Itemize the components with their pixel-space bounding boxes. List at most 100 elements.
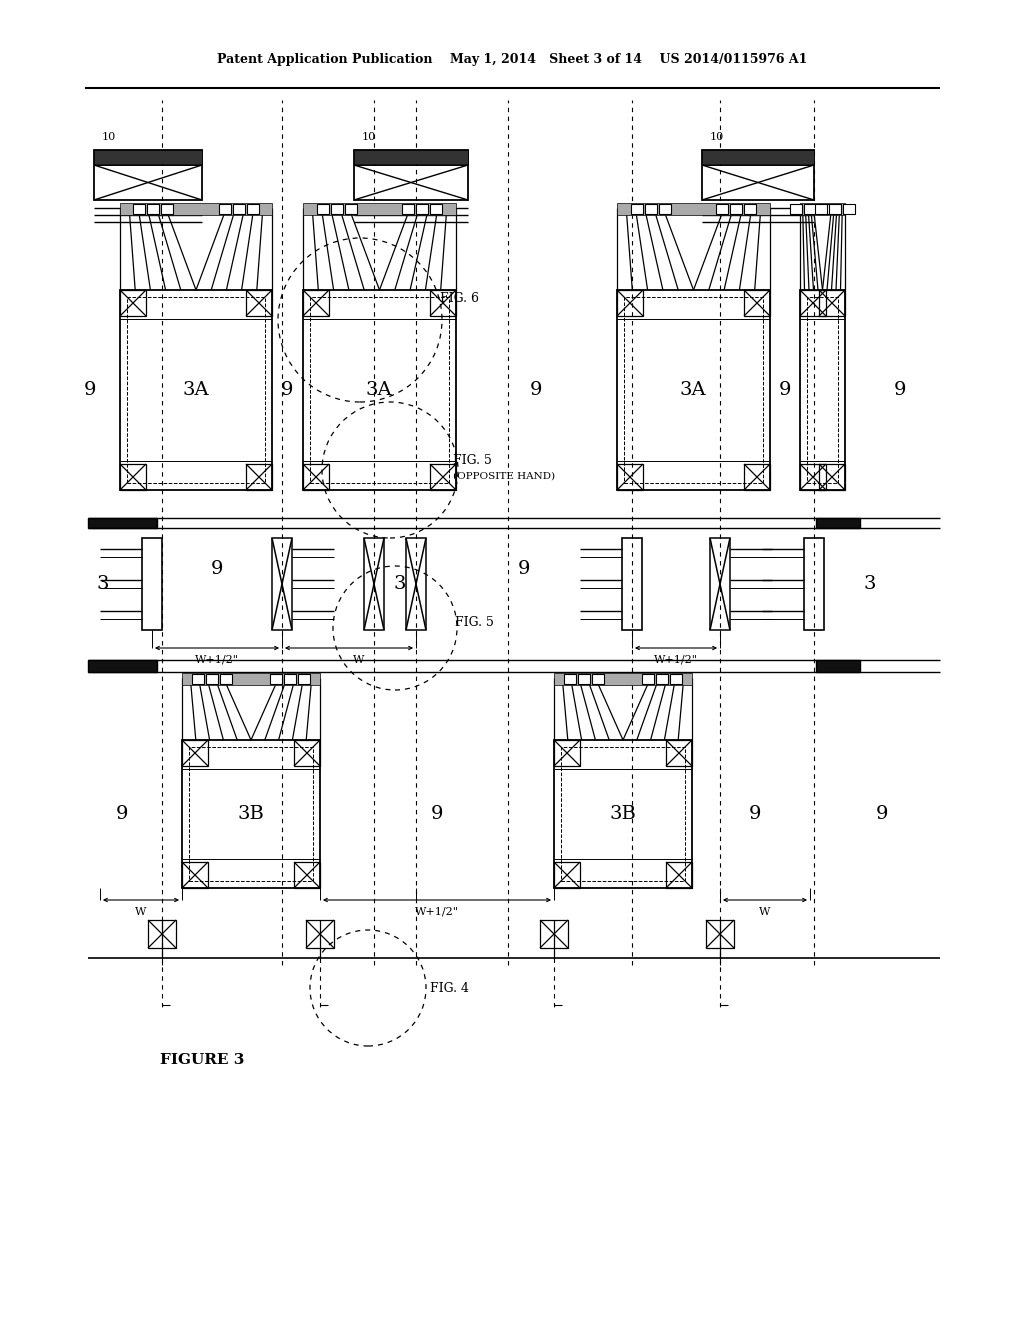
Text: 10: 10 [102,132,117,143]
Bar [790,205,802,214]
Text: 9: 9 [431,805,443,822]
Bar [430,205,442,214]
Text: FIG. 5: FIG. 5 [455,615,494,628]
Bar [804,205,816,214]
Bar [310,297,449,483]
Bar [189,747,313,880]
Bar [592,675,604,684]
Bar [579,675,591,684]
Text: 3: 3 [864,576,877,593]
Bar [815,205,827,214]
Bar [345,205,356,214]
Text: 10: 10 [362,132,376,143]
Text: 9: 9 [876,805,888,822]
Bar [120,290,146,315]
Bar [303,203,456,215]
Bar [294,862,319,888]
Text: 9: 9 [84,381,96,399]
Text: FIGURE 3: FIGURE 3 [160,1053,245,1067]
Bar [800,203,845,215]
Text: 3: 3 [96,576,110,593]
Text: FIG. 5: FIG. 5 [453,454,492,466]
Bar [272,539,292,630]
Text: 9: 9 [529,381,543,399]
Bar [316,205,329,214]
Bar [364,539,384,630]
Bar [94,150,202,201]
Text: 9: 9 [116,805,128,822]
Bar [540,920,568,948]
Bar [246,290,272,315]
Text: W+1/2": W+1/2" [415,907,459,917]
Bar [430,465,456,490]
Bar [430,290,456,315]
Bar [744,290,770,315]
Bar [120,465,146,490]
Bar [807,297,838,483]
Bar [162,205,173,214]
Bar [829,205,841,214]
Bar [133,205,145,214]
Bar [622,539,642,630]
Bar [564,675,577,684]
Bar [417,205,428,214]
Bar [554,673,692,685]
Bar [631,205,643,214]
Bar [148,920,176,948]
Text: Patent Application Publication    May 1, 2014   Sheet 3 of 14    US 2014/0115976: Patent Application Publication May 1, 20… [217,54,807,66]
Bar [182,741,319,888]
Bar [354,150,468,201]
Bar [645,205,656,214]
Bar [744,205,757,214]
Text: 10: 10 [710,132,724,143]
Bar [642,675,653,684]
Bar [554,862,580,888]
Bar [182,673,319,685]
Bar [147,205,160,214]
Text: 9: 9 [281,381,293,399]
Bar [269,675,282,684]
Bar [706,920,734,948]
Text: 9: 9 [211,560,223,578]
Bar [617,203,770,215]
Bar [232,205,245,214]
Text: (OPPOSITE HAND): (OPPOSITE HAND) [453,471,555,480]
Bar [819,290,845,315]
Bar [561,747,685,880]
Text: W: W [353,655,365,665]
Text: W: W [760,907,771,917]
Bar [120,203,272,215]
Text: FIG. 4: FIG. 4 [430,982,469,994]
Bar [818,205,829,214]
Text: 3B: 3B [609,805,637,822]
Bar [624,297,763,483]
Bar [193,675,205,684]
Text: W+1/2": W+1/2" [195,655,239,665]
Bar [617,465,643,490]
Bar [120,290,272,490]
Text: 9: 9 [894,381,906,399]
Bar [710,539,730,630]
Bar [554,741,580,766]
Bar [804,539,824,630]
Bar [819,465,845,490]
Bar [800,290,845,490]
Text: 9: 9 [778,381,792,399]
Bar [354,150,468,164]
Bar [94,150,202,164]
Text: W: W [135,907,146,917]
Bar [303,290,456,490]
Bar [816,517,860,528]
Bar [298,675,309,684]
Bar [702,150,814,201]
Text: FIG. 6: FIG. 6 [440,292,479,305]
Text: 9: 9 [518,560,530,578]
Bar [246,465,272,490]
Bar [617,290,643,315]
Bar [127,297,265,483]
Text: W+1/2": W+1/2" [654,655,698,665]
Bar [284,675,296,684]
Bar [182,741,208,766]
Bar [666,862,692,888]
Bar [402,205,415,214]
